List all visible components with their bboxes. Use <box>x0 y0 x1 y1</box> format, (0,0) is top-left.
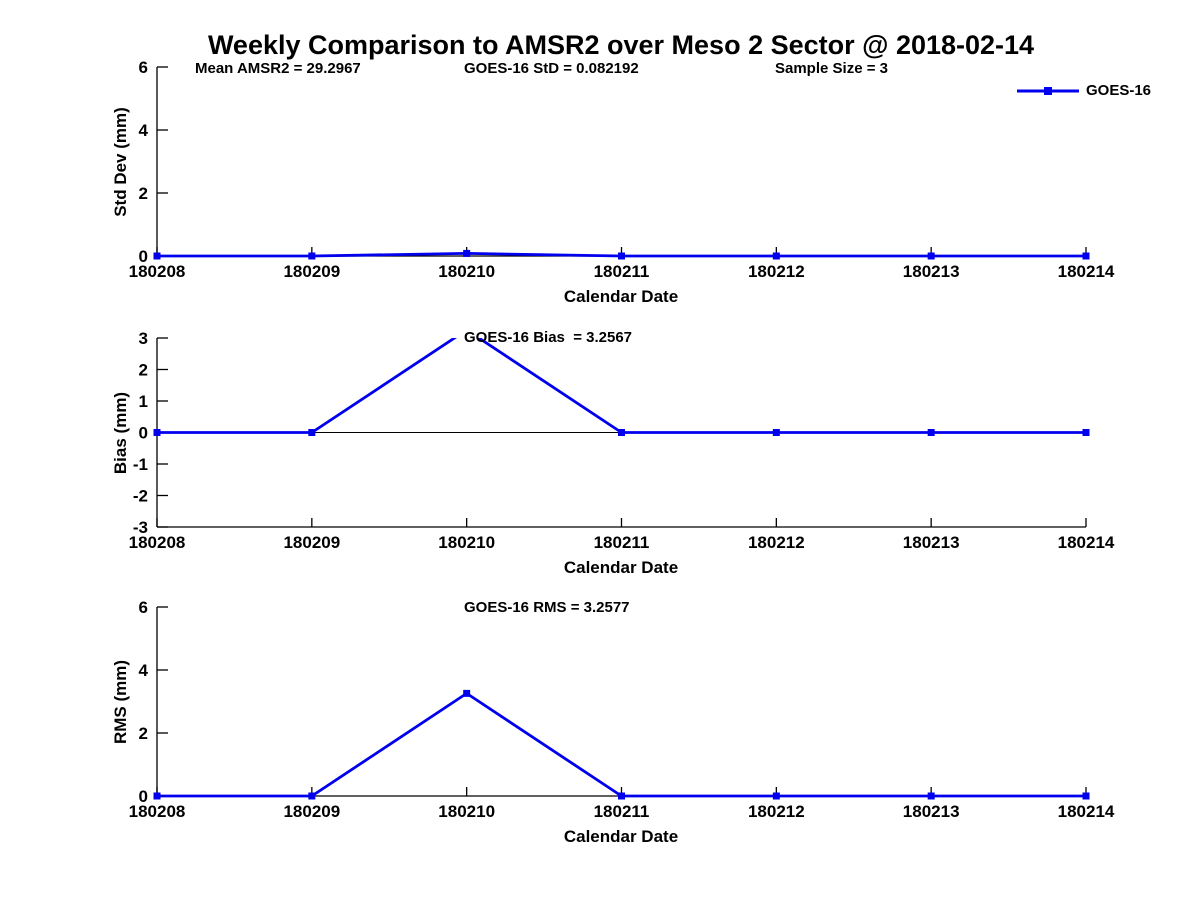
x-tick-label: 180208 <box>129 533 186 552</box>
x-tick-label: 180211 <box>594 533 650 552</box>
x-tick-label: 180208 <box>129 802 186 821</box>
x-tick-label: 180211 <box>594 262 650 281</box>
x-tick-label: 180210 <box>438 262 495 281</box>
series-marker <box>308 792 316 800</box>
series-marker <box>927 429 935 436</box>
x-tick-label: 180213 <box>903 533 960 552</box>
x-tick-label: 180209 <box>283 262 340 281</box>
series-marker <box>153 792 161 800</box>
ylabel-rms: RMS (mm) <box>111 659 130 745</box>
annotation-goes16-std: GOES-16 StD = 0.082192 <box>464 60 639 77</box>
y-tick-label: 0 <box>139 787 148 806</box>
chart-title: Weekly Comparison to AMSR2 over Meso 2 S… <box>207 30 1035 60</box>
series-marker <box>772 252 780 260</box>
x-tick-label: 180209 <box>283 802 340 821</box>
x-tick-label: 180212 <box>748 262 805 281</box>
legend-line-marker-icon <box>1017 86 1079 95</box>
x-tick-label: 180214 <box>1058 533 1115 552</box>
x-tick-label: 180210 <box>438 533 495 552</box>
y-tick-label: 2 <box>139 724 148 743</box>
subplot-rms: 0 2 4 6 180208 180209 180210 180211 180212 180213… <box>129 598 1115 821</box>
y-tick-label: 4 <box>139 661 149 680</box>
series-marker <box>308 429 316 436</box>
legend: GOES-16 <box>1017 82 1151 99</box>
ylabel-std-dev: Std Dev (mm) <box>111 107 130 217</box>
xlabel-calendar-date-std: Calendar Date <box>563 287 679 306</box>
y-tick-label: 6 <box>139 58 148 77</box>
series-line-goes-16 <box>157 691 1086 798</box>
series-marker <box>772 429 780 436</box>
y-tick-label: 2 <box>139 361 148 380</box>
x-tick-label: 180213 <box>903 802 960 821</box>
y-tick-label: 2 <box>139 184 148 203</box>
x-tick-label: 180214 <box>1058 262 1115 281</box>
y-tick-label: 1 <box>139 392 148 411</box>
y-tick-label: 6 <box>139 598 148 617</box>
x-tick-label: 180211 <box>594 802 650 821</box>
series-marker <box>463 249 471 257</box>
y-tick-label: -3 <box>133 518 148 537</box>
series-marker <box>618 792 625 800</box>
series-marker <box>1082 429 1090 436</box>
series-marker <box>1082 792 1090 800</box>
x-tick-label: 180208 <box>129 262 186 281</box>
xlabel-calendar-date-bias: Calendar Date <box>563 558 679 577</box>
ylabel-bias: Bias (mm) <box>111 391 130 475</box>
x-tick-label: 180213 <box>903 262 960 281</box>
annotation-mean-amsr2: Mean AMSR2 = 29.2967 <box>195 60 361 77</box>
series-marker <box>927 252 935 260</box>
series-marker <box>463 689 471 697</box>
x-tick-label: 180212 <box>748 533 805 552</box>
annotation-goes16-bias: GOES-16 Bias = 3.2567 <box>464 329 633 346</box>
series-marker <box>618 252 625 260</box>
series-marker <box>927 792 935 800</box>
series-marker <box>153 252 161 260</box>
x-tick-label: 180214 <box>1058 802 1115 821</box>
x-tick-label: 180210 <box>438 802 495 821</box>
legend-label: GOES-16 <box>1086 82 1152 99</box>
x-tick-label: 180209 <box>283 533 340 552</box>
annotation-goes16-rms: GOES-16 RMS = 3.2577 <box>464 599 630 616</box>
annotation-sample-size: Sample Size = 3 <box>775 60 888 77</box>
y-tick-label: 0 <box>139 424 148 443</box>
series-marker <box>308 252 316 260</box>
y-tick-label: -1 <box>133 455 148 474</box>
subplot-std-dev: 0 2 4 6 180208 180209 180210 180211 180212 180213… <box>129 58 1115 281</box>
y-tick-label: 4 <box>139 121 149 140</box>
y-tick-label: 3 <box>139 329 148 348</box>
xlabel-calendar-date-rms: Calendar Date <box>563 827 679 846</box>
y-tick-label: 0 <box>139 247 148 266</box>
series-marker <box>618 429 625 436</box>
x-tick-label: 180212 <box>748 802 805 821</box>
y-tick-label: -2 <box>133 487 148 506</box>
series-marker <box>772 792 780 800</box>
series-marker <box>1082 252 1090 260</box>
series-marker <box>153 429 161 436</box>
